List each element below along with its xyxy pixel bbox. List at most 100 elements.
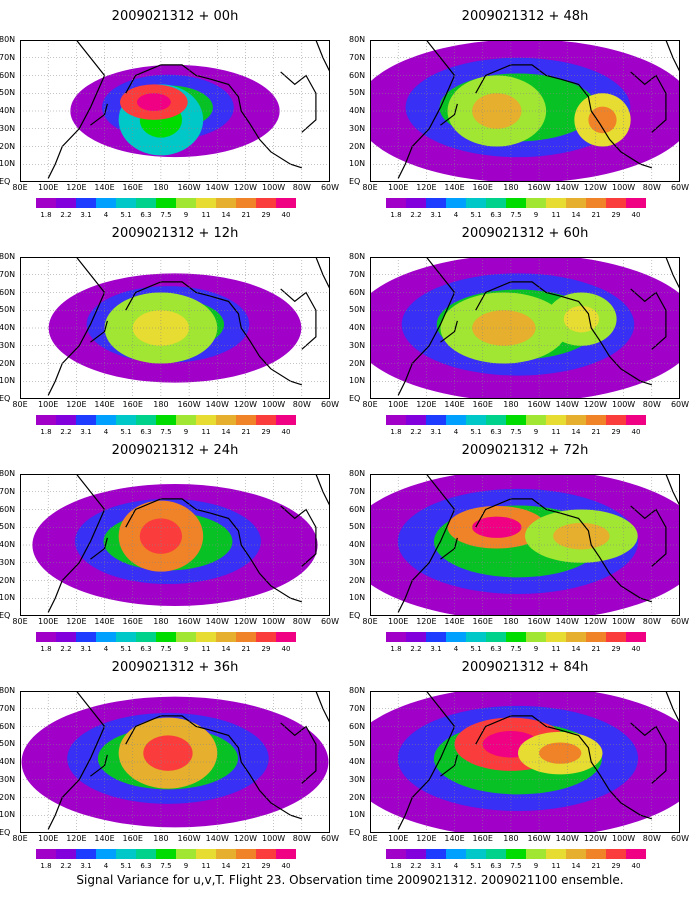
colorbar-swatch xyxy=(116,415,136,425)
colorbar-swatch xyxy=(216,632,236,642)
lat-label: 20N xyxy=(349,575,366,585)
colorbar-swatch xyxy=(526,198,546,208)
colorbar-label: 1.8 xyxy=(40,211,52,219)
colorbar-swatch xyxy=(116,849,136,859)
coastline xyxy=(560,512,652,603)
colorbar-label: 11 xyxy=(551,211,561,219)
colorbar xyxy=(36,198,296,208)
coastline xyxy=(90,537,108,560)
lat-label: 20N xyxy=(0,141,16,151)
colorbar-label: 29 xyxy=(611,645,621,653)
coastline xyxy=(125,281,211,311)
lon-label: 120W xyxy=(583,834,608,843)
colorbar-label: 11 xyxy=(201,211,211,219)
lat-label: 80N xyxy=(0,35,16,44)
colorbar-swatch xyxy=(176,198,196,208)
lat-label: 30N xyxy=(349,774,366,784)
lon-label: 100E xyxy=(388,400,409,409)
lon-label: 180 xyxy=(153,400,169,409)
lon-label: 160E xyxy=(122,400,143,409)
colorbar-label: 40 xyxy=(631,645,641,653)
lon-label: 120W xyxy=(583,617,608,626)
lon-label: 140E xyxy=(94,400,115,409)
lat-label: 10N xyxy=(0,810,16,820)
colorbar-labels: 1.8 2.2 3.1 4 5.1 6.3 7.5 9 11 14 21 29 40 xyxy=(36,862,296,870)
colorbar-label: 5.1 xyxy=(120,862,132,870)
colorbar-swatch xyxy=(196,632,216,642)
colorbar-label: 9 xyxy=(533,428,539,436)
panel-title: 2009021312 + 84h xyxy=(461,660,589,675)
coastline xyxy=(560,729,652,820)
colorbar-swatch xyxy=(156,198,176,208)
colorbar-label: 5.1 xyxy=(120,428,132,436)
colorbar-swatch xyxy=(176,415,196,425)
colorbar-label: 3.1 xyxy=(80,428,92,436)
lon-label: 100W xyxy=(262,183,286,192)
map-panel-36h: 2009021312 + 36h 80N 70N 60N 50N 40N 30N 20N 10N… xyxy=(0,659,350,879)
coastline xyxy=(125,498,211,528)
lat-label: 30N xyxy=(349,557,366,567)
colorbar-label: 14 xyxy=(221,645,231,653)
lon-label: 160W xyxy=(527,617,551,626)
lon-label: 180 xyxy=(503,183,519,192)
colorbar-swatch xyxy=(566,198,586,208)
colorbar-label: 3.1 xyxy=(80,645,92,653)
lon-axis: 80E 100E 120E 140E 160E 180 160W 140W 120W 100W 80… xyxy=(362,617,689,628)
lat-label: 20N xyxy=(0,575,16,585)
colorbar-swatch xyxy=(486,632,506,642)
colorbar-label: 3.1 xyxy=(430,862,442,870)
colorbar-swatch xyxy=(76,198,96,208)
colorbar-label: 5.1 xyxy=(120,645,132,653)
colorbar-label: 2.2 xyxy=(410,862,422,870)
colorbar-labels: 1.8 2.2 3.1 4 5.1 6.3 7.5 9 11 14 21 29 40 xyxy=(386,428,646,436)
colorbar-swatch xyxy=(196,849,216,859)
coastline xyxy=(630,288,667,350)
colorbar-label: 21 xyxy=(241,428,251,436)
variance-hotspot xyxy=(143,735,193,771)
colorbar-swatch xyxy=(216,849,236,859)
lon-label: 160W xyxy=(527,183,551,192)
lat-label: 50N xyxy=(0,88,16,98)
colorbar-label: 9 xyxy=(533,862,539,870)
lon-label: 100W xyxy=(612,400,636,409)
colorbar-label: 2.2 xyxy=(410,211,422,219)
lat-label: 30N xyxy=(0,123,16,133)
lat-label: 10N xyxy=(349,376,366,386)
colorbar-label: 29 xyxy=(261,211,271,219)
coastline xyxy=(630,71,667,133)
colorbar-swatch xyxy=(586,849,606,859)
lat-label: 40N xyxy=(349,540,366,549)
lat-label: 20N xyxy=(349,358,366,368)
colorbar-swatch xyxy=(566,632,586,642)
lat-label: 80N xyxy=(349,252,366,261)
lat-label: 50N xyxy=(0,305,16,315)
lon-label: 160E xyxy=(122,617,143,626)
colorbar-label: 29 xyxy=(611,862,621,870)
colorbar-swatch xyxy=(116,198,136,208)
lon-axis: 80E 100E 120E 140E 160E 180 160W 140W 120W 100W 80… xyxy=(362,400,689,411)
map-area: 80N 70N 60N 50N 40N 30N 20N 10N EQ xyxy=(0,253,330,403)
lat-label: 10N xyxy=(0,593,16,603)
lon-label: 140W xyxy=(205,183,229,192)
lat-label: 30N xyxy=(349,123,366,133)
lat-label: 50N xyxy=(349,739,366,749)
colorbar-swatch xyxy=(276,415,296,425)
colorbar-label: 1.8 xyxy=(390,211,402,219)
colorbar-swatch xyxy=(76,415,96,425)
colorbar-swatch xyxy=(606,849,626,859)
lon-label: 140E xyxy=(94,834,115,843)
colorbar-label: 1.8 xyxy=(40,862,52,870)
lon-label: 160W xyxy=(527,400,551,409)
lon-label: 80W xyxy=(292,617,311,626)
colorbar-swatch xyxy=(586,198,606,208)
lon-label: 100E xyxy=(38,400,59,409)
lon-label: 100W xyxy=(262,834,286,843)
lon-label: 120E xyxy=(416,617,437,626)
colorbar-swatch xyxy=(56,849,76,859)
coastline xyxy=(280,505,317,567)
lon-label: 100W xyxy=(262,400,286,409)
lat-label: 60N xyxy=(349,504,366,514)
lat-label: 70N xyxy=(0,703,16,713)
map-area: 80N 70N 60N 50N 40N 30N 20N 10N EQ xyxy=(0,687,330,837)
colorbar-swatch xyxy=(76,632,96,642)
